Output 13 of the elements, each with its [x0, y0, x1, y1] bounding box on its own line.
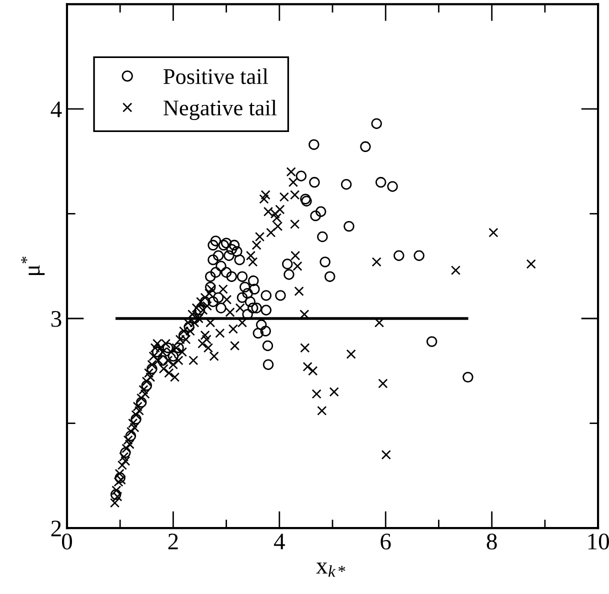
- legend-label: Negative tail: [164, 100, 277, 120]
- y-tick-label: 4: [50, 102, 62, 118]
- x-tick-label: 6: [380, 534, 391, 550]
- y-axis-title: μ$^{*}$: [21, 256, 45, 276]
- x-tick-label: 8: [486, 534, 497, 550]
- y-tick-label: 3: [51, 311, 62, 327]
- x-tick-label: 2: [168, 534, 178, 550]
- x-tick-label: 10: [588, 534, 609, 550]
- legend-label: Positive tail: [164, 68, 268, 84]
- x-tick-label: 0: [62, 534, 72, 550]
- y-tick-label: 2: [51, 520, 61, 536]
- x-axis-title: x$_{k*}$: [316, 562, 346, 577]
- x-tick-label: 4: [274, 534, 285, 550]
